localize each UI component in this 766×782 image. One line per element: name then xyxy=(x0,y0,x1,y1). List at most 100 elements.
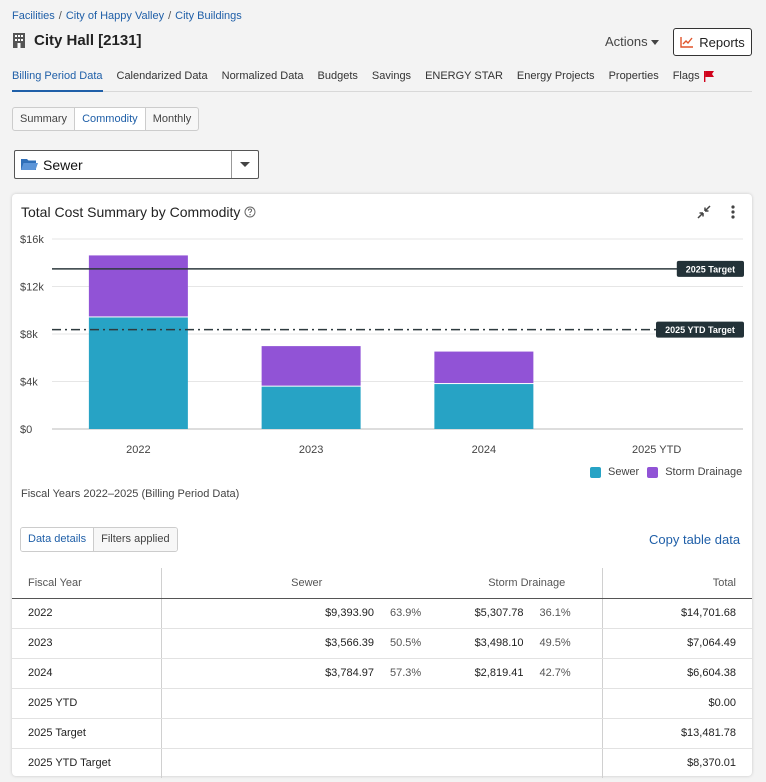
tab-savings[interactable]: Savings xyxy=(372,64,411,92)
commodity-select-value: Sewer xyxy=(43,156,83,173)
x-tick-label: 2023 xyxy=(299,444,323,456)
header-storm-drainage[interactable]: Storm Drainage xyxy=(452,568,603,599)
cell-fiscal-year: 2023 xyxy=(12,628,162,659)
tab-energy-star[interactable]: ENERGY STAR xyxy=(425,64,503,92)
reports-button[interactable]: Reports xyxy=(673,28,752,56)
legend-item-storm-drainage[interactable]: Storm Drainage xyxy=(647,466,742,478)
breadcrumb-facilities[interactable]: Facilities xyxy=(12,10,55,22)
header-total[interactable]: Total xyxy=(602,568,752,599)
cell-sewer: $9,393.90 63.9% xyxy=(161,598,452,629)
cell-sewer: $3,566.39 50.5% xyxy=(161,628,452,659)
reference-label: 2025 Target xyxy=(686,264,735,274)
actions-menu[interactable]: Actions xyxy=(605,34,659,49)
collapse-icon[interactable] xyxy=(696,204,712,220)
cell-total: $7,064.49 xyxy=(602,628,752,659)
help-icon[interactable] xyxy=(244,206,256,218)
cell-storm-amount: $3,498.10 xyxy=(474,637,524,649)
legend-swatch-storm-drainage xyxy=(647,466,659,478)
toggle-data-details[interactable]: Data details xyxy=(21,528,95,551)
cell-total: $14,701.68 xyxy=(602,598,752,629)
tab-label: ENERGY STAR xyxy=(425,70,503,82)
toggle-filters-applied[interactable]: Filters applied xyxy=(94,528,177,551)
cell-sewer: $3,784.97 57.3% xyxy=(161,658,452,689)
chart-caption: Fiscal Years 2022–2025 (Billing Period D… xyxy=(21,488,240,500)
card-title-text: Total Cost Summary by Commodity xyxy=(21,204,241,220)
cell-fiscal-year: 2022 xyxy=(12,598,162,629)
more-options-icon[interactable] xyxy=(728,204,738,220)
cell-total: $0.00 xyxy=(602,688,752,719)
bar-storm-drainage[interactable] xyxy=(261,346,361,386)
red-flag-icon xyxy=(703,71,714,82)
cell-storm-amount: $2,819.41 xyxy=(474,667,524,679)
cell-fiscal-year: 2024 xyxy=(12,658,162,689)
caret-down-icon xyxy=(240,162,250,167)
cell-storm-drainage xyxy=(452,748,603,778)
x-tick-label: 2022 xyxy=(126,444,150,456)
page-title: City Hall [2131] xyxy=(34,32,142,49)
cell-storm-drainage: $3,498.10 49.5% xyxy=(452,628,603,659)
table-row: 2025 YTD Target $8,370.01 xyxy=(12,748,752,778)
line-chart-icon xyxy=(680,37,694,48)
breadcrumb-city[interactable]: City of Happy Valley xyxy=(65,10,165,22)
y-tick-label: $12k xyxy=(20,282,44,294)
tab-properties[interactable]: Properties xyxy=(609,64,659,92)
reference-label-bg xyxy=(656,321,744,338)
tab-label: Properties xyxy=(608,70,659,82)
cell-fiscal-year: 2025 Target xyxy=(12,718,162,749)
y-tick-label: $8k xyxy=(20,329,38,341)
tab-normalized-data[interactable]: Normalized Data xyxy=(222,64,304,92)
bar-storm-drainage[interactable] xyxy=(434,351,534,384)
cost-summary-card: Total Cost Summary by Commodity $0 $4k $8k… xyxy=(12,194,752,778)
tab-calendarized-data[interactable]: Calendarized Data xyxy=(117,64,208,92)
legend-item-sewer[interactable]: Sewer xyxy=(590,466,639,478)
y-tick-label: $4k xyxy=(20,377,38,389)
cell-storm-drainage xyxy=(452,688,603,719)
commodity-select[interactable]: Sewer xyxy=(14,150,259,179)
tab-label: Normalized Data xyxy=(221,70,304,82)
breadcrumb: Facilities / City of Happy Valley / City Bui… xyxy=(12,10,242,22)
cell-storm-drainage: $2,819.41 42.7% xyxy=(452,658,603,689)
cell-total: $6,604.38 xyxy=(602,658,752,689)
cell-total: $13,481.78 xyxy=(602,718,752,749)
tab-label: Budgets xyxy=(317,70,358,82)
y-tick-label: $16k xyxy=(20,234,44,246)
header-fiscal-year[interactable]: Fiscal Year xyxy=(12,568,162,599)
view-toggle: Summary Commodity Monthly xyxy=(12,107,200,131)
tab-budgets[interactable]: Budgets xyxy=(318,64,358,92)
legend-label-storm-drainage: Storm Drainage xyxy=(665,466,743,478)
tab-flags[interactable]: Flags xyxy=(673,64,714,92)
table-row: 2022 $9,393.90 63.9% $5,307.78 36.1% $14,701.… xyxy=(12,598,752,629)
tab-billing-period-data[interactable]: Billing Period Data xyxy=(12,64,103,92)
commodity-select-toggle[interactable] xyxy=(231,151,258,178)
bar-sewer[interactable] xyxy=(434,384,534,429)
stacked-bar-chart: $0 $4k $8k $12k $16k 2022 2023 2024 2025 YTD 2025… xyxy=(20,234,744,456)
bar-sewer[interactable] xyxy=(261,386,361,429)
bar-storm-drainage[interactable] xyxy=(88,255,188,317)
cell-sewer-amount: $3,784.97 xyxy=(325,667,374,679)
tab-label: Energy Projects xyxy=(516,70,595,82)
folder-open-icon xyxy=(21,159,38,170)
tab-bar: Billing Period Data Calendarized Data No… xyxy=(12,64,752,92)
toggle-summary[interactable]: Summary xyxy=(13,108,76,130)
card-title: Total Cost Summary by Commodity xyxy=(21,204,256,220)
reports-label: Reports xyxy=(699,34,745,50)
cell-sewer-percent: 50.5% xyxy=(390,637,422,649)
cell-fiscal-year: 2025 YTD Target xyxy=(12,748,162,778)
toggle-monthly[interactable]: Monthly xyxy=(152,113,192,125)
caret-down-icon xyxy=(650,40,659,45)
bar-sewer[interactable] xyxy=(88,317,188,429)
x-tick-label: 2025 YTD xyxy=(632,444,681,456)
tab-energy-projects[interactable]: Energy Projects xyxy=(517,64,595,92)
cell-storm-drainage xyxy=(452,718,603,749)
cell-sewer-percent: 63.9% xyxy=(390,607,422,619)
reference-label: 2025 YTD Target xyxy=(665,325,735,335)
cell-sewer xyxy=(161,688,452,719)
cell-sewer-percent: 57.3% xyxy=(390,667,422,679)
table-row: 2025 YTD $0.00 xyxy=(12,688,752,719)
toggle-commodity[interactable]: Commodity xyxy=(75,108,146,130)
breadcrumb-city-buildings[interactable]: City Buildings xyxy=(175,10,242,22)
header-sewer[interactable]: Sewer xyxy=(161,568,452,599)
copy-table-data-link[interactable]: Copy table data xyxy=(649,532,741,547)
table-row: 2025 Target $13,481.78 xyxy=(12,718,752,749)
tab-label: Savings xyxy=(371,70,412,82)
